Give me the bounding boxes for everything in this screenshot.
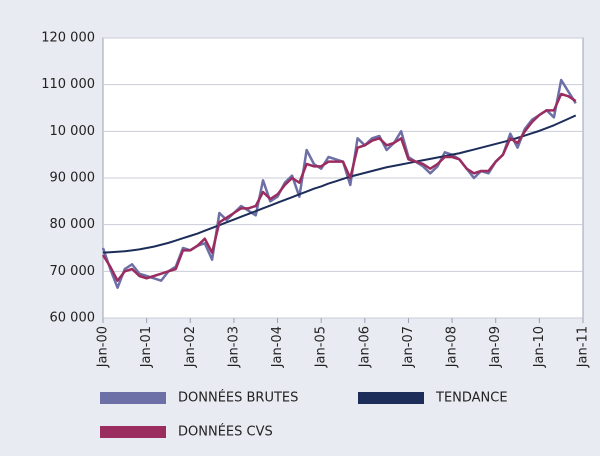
x-tick-label: Jan-03	[226, 326, 241, 368]
y-tick-label: 90 000	[50, 171, 96, 186]
x-tick-label: Jan-04	[270, 326, 285, 368]
x-tick-label: Jan-00	[96, 326, 111, 368]
x-tick-label: Jan-05	[314, 326, 329, 368]
legend-swatch	[100, 426, 166, 438]
legend-label: TENDANCE	[435, 391, 508, 406]
legend-label: DONNÉES CVS	[178, 424, 273, 440]
y-tick-label: 10 000	[50, 124, 96, 139]
series-line	[102, 114, 577, 254]
x-tick-label: Jan-08	[445, 326, 460, 368]
y-tick-label: 110 000	[41, 77, 95, 92]
y-tick-label: 60 000	[50, 311, 96, 326]
legend-swatch	[358, 392, 424, 404]
x-tick-label: Jan-06	[357, 326, 372, 368]
x-tick-label: Jan-10	[532, 326, 547, 368]
y-tick-label: 70 000	[50, 264, 96, 279]
x-tick-label: Jan-01	[139, 326, 154, 368]
x-tick-label: Jan-02	[183, 326, 198, 368]
legend-label: DONNÉES BRUTES	[178, 390, 298, 406]
x-tick-label: Jan-11	[576, 326, 591, 368]
x-tick-label: Jan-07	[401, 326, 416, 368]
series-line	[101, 92, 577, 282]
x-tick-label: Jan-09	[488, 326, 503, 368]
legend-swatch	[100, 392, 166, 404]
y-tick-label: 80 000	[50, 217, 96, 232]
y-tick-label: 120 000	[41, 31, 95, 46]
